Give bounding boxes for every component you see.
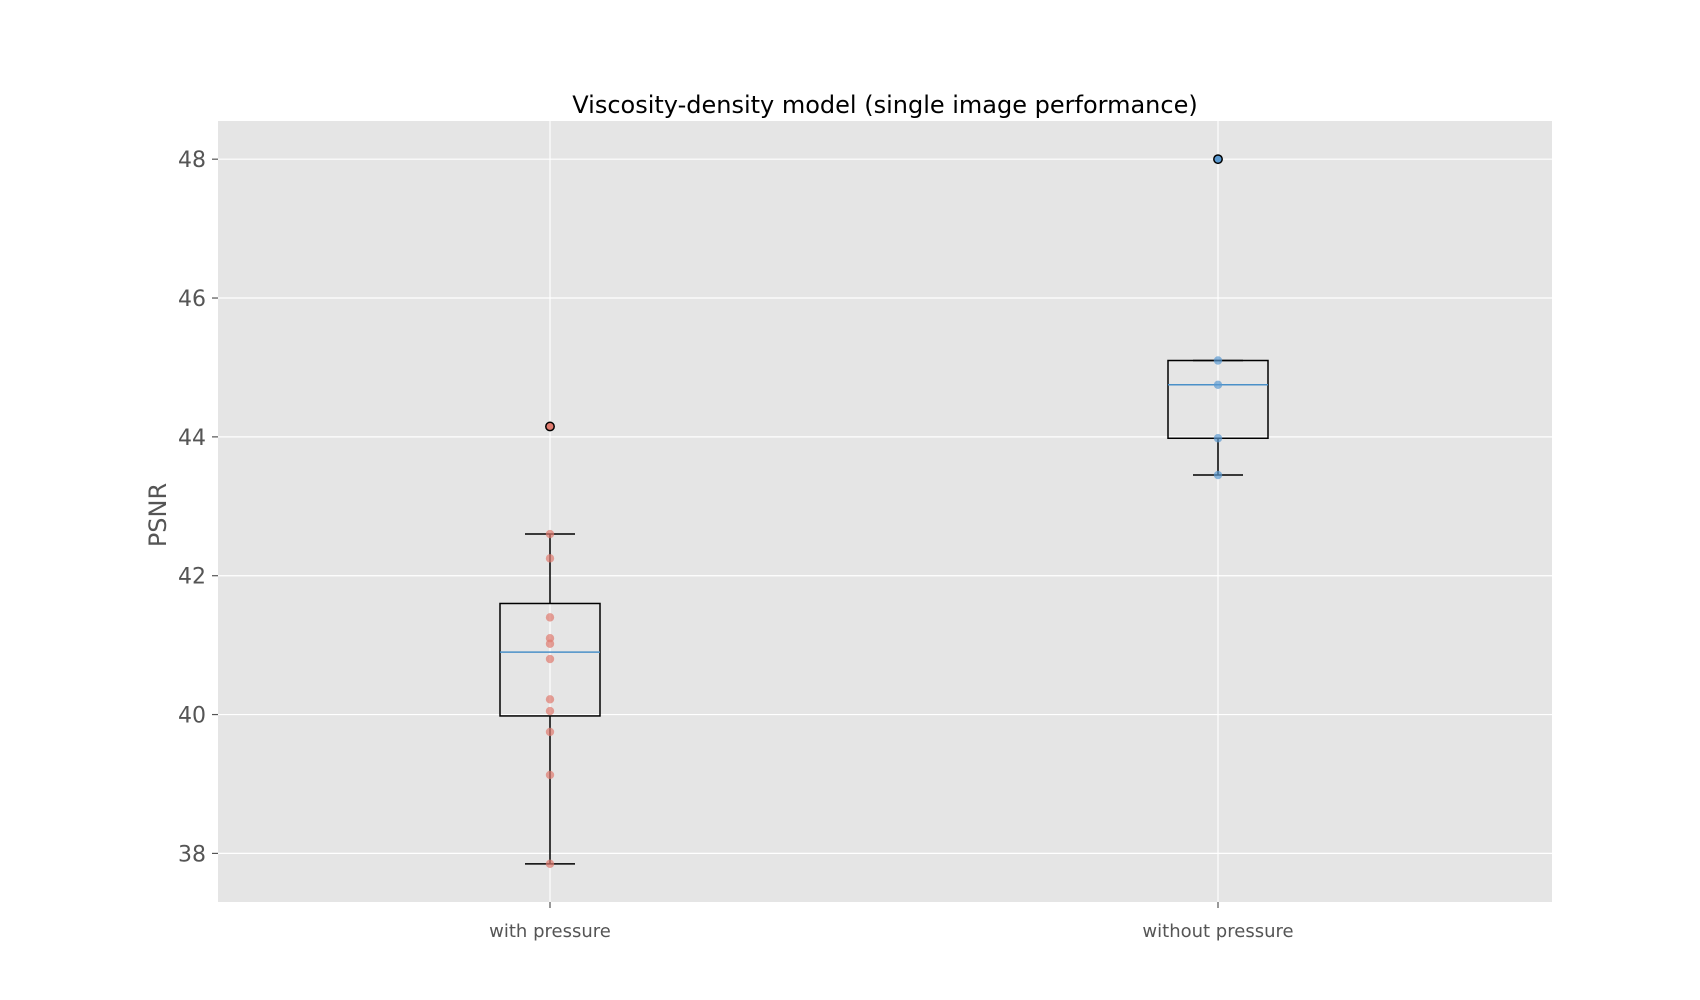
y-tick-label: 38 (178, 842, 206, 867)
y-tick-label: 48 (178, 148, 206, 173)
data-point (545, 633, 555, 643)
y-tick-label: 46 (178, 287, 206, 312)
chart-title: Viscosity-density model (single image pe… (572, 91, 1197, 119)
data-point (1213, 356, 1223, 365)
grid-lines (218, 121, 1552, 902)
data-points (545, 154, 1223, 869)
data-point (545, 770, 555, 780)
data-point (1213, 434, 1223, 443)
y-tick-label: 40 (178, 704, 206, 729)
data-point (545, 695, 555, 704)
plot-area (218, 121, 1552, 902)
data-point (545, 654, 555, 664)
outlier-point (545, 421, 555, 432)
data-point (1213, 470, 1223, 480)
x-tick-label: with pressure (489, 921, 611, 942)
outlier-point (1213, 154, 1223, 165)
data-point (545, 859, 555, 869)
data-point (1213, 380, 1223, 390)
y-tick-label: 42 (178, 565, 206, 590)
data-point (545, 706, 555, 716)
data-point (545, 554, 555, 563)
x-axis-ticks: with pressure without pressure (489, 902, 1294, 942)
x-tick-label: without pressure (1142, 921, 1293, 942)
data-point (545, 727, 555, 737)
y-axis-ticks: 38 40 42 44 46 48 (178, 148, 218, 867)
data-point (545, 529, 555, 539)
y-tick-label: 44 (178, 426, 206, 451)
data-point (545, 613, 555, 622)
box-body (499, 602, 601, 717)
y-axis-label: PSNR (144, 483, 172, 547)
box-with-pressure (499, 533, 601, 865)
